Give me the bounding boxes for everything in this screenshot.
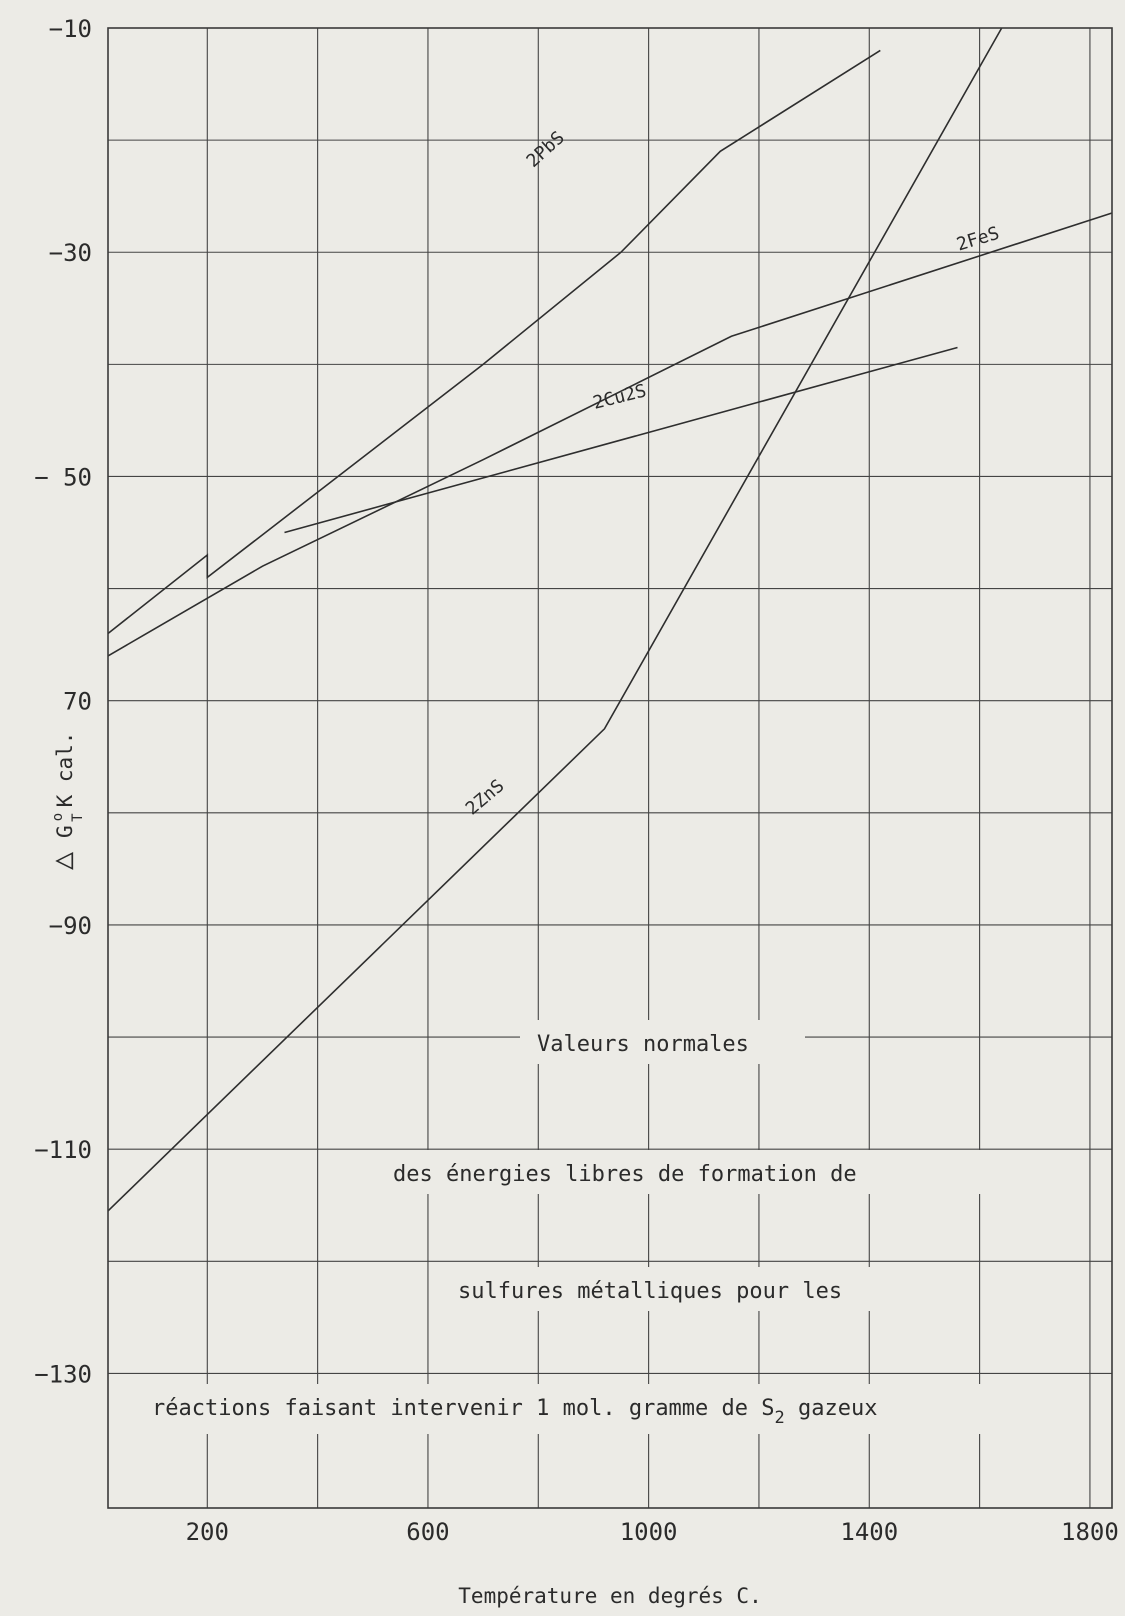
- x-axis-label: Température en degrés C.: [458, 1584, 761, 1608]
- series-line-2fes: [107, 212, 1113, 657]
- series-label-2cu2s: 2Cu2S: [591, 380, 649, 413]
- y-axis-label-text: △ Go T K cal.: [45, 732, 86, 870]
- series-line-2cu2s: [284, 346, 958, 534]
- y-axis-superscript: o: [50, 813, 66, 821]
- annotation-line-1: Valeurs normales: [537, 1032, 749, 1057]
- series-line-2pbs: [107, 49, 881, 635]
- plot-frame: [107, 27, 1113, 1509]
- annotation-line-4: réactions faisant intervenir 1 mol. gram…: [152, 1396, 878, 1428]
- series-label-2pbs: 2PbS: [523, 127, 569, 172]
- x-tick-label-1800: 1800: [1061, 1518, 1119, 1546]
- y-tick-label-110: −110: [34, 1136, 92, 1164]
- y-tick-label-10: −10: [49, 15, 92, 43]
- annotation-bg-4: [140, 1384, 1057, 1434]
- tick-labels: 200 600 1000 1400 1800 −10 −30 − 50 70 −90 −110 −13…: [34, 15, 1119, 1546]
- annotation-line-4-main: réactions faisant intervenir 1 mol. gram…: [152, 1396, 775, 1421]
- annotation-bg-2: [377, 1150, 997, 1194]
- y-tick-label-90: −90: [49, 912, 92, 940]
- annotation-line-3: sulfures métalliques pour les: [458, 1279, 842, 1304]
- y-axis-subscript: T: [70, 813, 86, 822]
- annotation-line-4-tail: gazeux: [785, 1396, 878, 1421]
- y-axis-label: △ Go T K cal.: [45, 732, 86, 870]
- y-tick-label-70: 70: [63, 688, 92, 716]
- y-axis-symbol: G: [53, 825, 77, 838]
- x-tick-label-200: 200: [186, 1518, 229, 1546]
- series-line-2zns: [107, 27, 1003, 1212]
- y-axis-unit: K cal.: [53, 732, 77, 808]
- x-tick-label-1000: 1000: [620, 1518, 678, 1546]
- y-tick-label-50: − 50: [34, 463, 92, 491]
- annotation-line-2: des énergies libres de formation de: [393, 1162, 857, 1187]
- x-tick-label-600: 600: [406, 1518, 449, 1546]
- annotation-bg-3: [442, 1267, 972, 1311]
- grid: [108, 27, 1112, 1508]
- x-tick-label-1400: 1400: [840, 1518, 898, 1546]
- annotation-line-4-subscript: 2: [775, 1408, 785, 1428]
- annotation-bg-1: [520, 1020, 805, 1064]
- delta-symbol: △: [45, 852, 80, 870]
- y-tick-label-130: −130: [34, 1360, 92, 1388]
- annotation-block: Valeurs normales des énergies libres de …: [140, 1020, 1057, 1434]
- y-tick-label-30: −30: [49, 239, 92, 267]
